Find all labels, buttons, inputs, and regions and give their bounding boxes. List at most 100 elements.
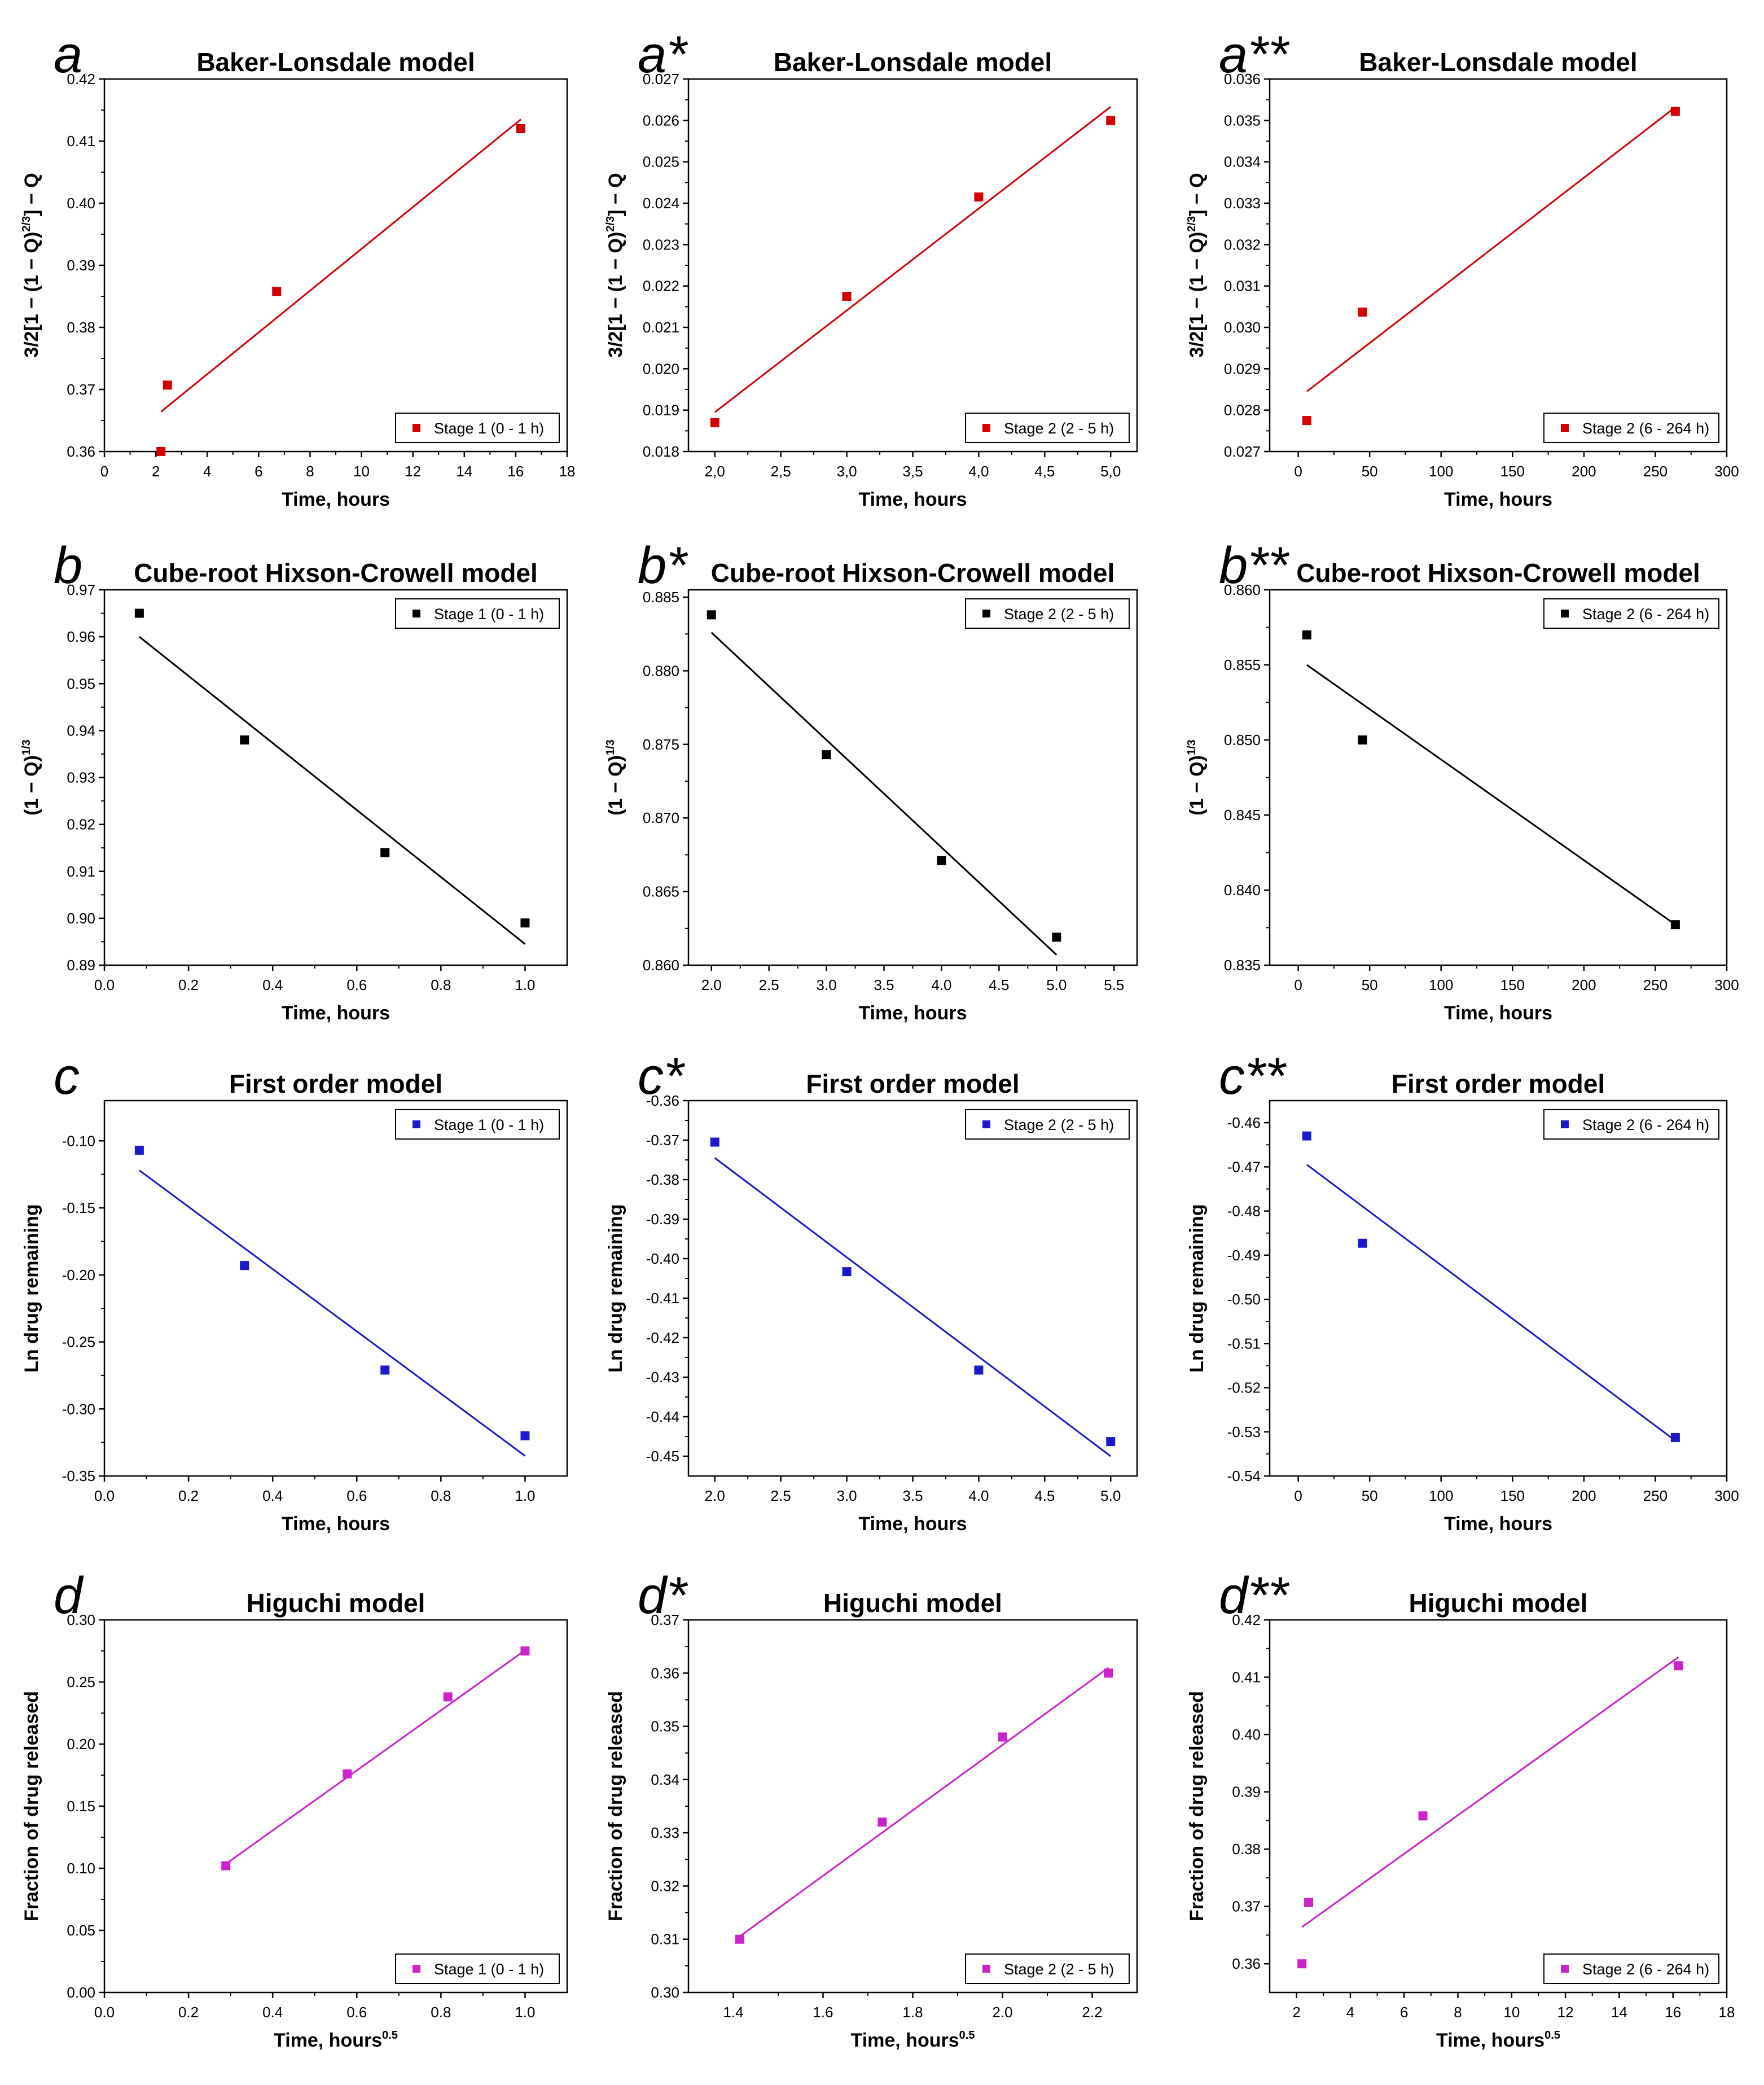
data-point	[1670, 920, 1680, 930]
fit-line	[1306, 1164, 1676, 1442]
legend-box	[1543, 1953, 1719, 1984]
legend-label: Stage 2 (6 - 264 h)	[1582, 420, 1709, 437]
plot-frame	[1269, 1100, 1728, 1477]
x-tick-label: 150	[1500, 463, 1525, 480]
y-tick-label: -0.30	[62, 1400, 95, 1417]
data-point	[707, 610, 716, 620]
x-tick-label: 0.6	[346, 976, 367, 993]
legend-marker	[1561, 1965, 1569, 1973]
data-point	[520, 1431, 530, 1440]
chart-panel-dstarstar: d** Higuchi model 2 4 6 8 10 12 14 16 18 0.36 0.37 0.…	[1186, 1567, 1735, 2051]
y-tick-label: 0.025	[643, 154, 679, 170]
y-tick-label: 0.40	[67, 195, 95, 212]
x-tick-label: 50	[1362, 976, 1378, 993]
data-point	[1418, 1811, 1428, 1821]
x-tick-label: 3.5	[902, 1487, 923, 1504]
fit-line	[714, 1157, 1112, 1457]
y-tick-label: 0.30	[67, 1611, 95, 1628]
legend-box	[1543, 1109, 1719, 1140]
data-point	[1106, 1437, 1116, 1447]
fit-line	[1306, 106, 1676, 392]
y-tick-label: 0.10	[67, 1860, 95, 1877]
data-point	[1358, 1238, 1367, 1248]
legend: Stage 1 (0 - 1 h)	[395, 598, 560, 629]
data-point	[842, 292, 852, 301]
panel-letter: d**	[1219, 1567, 1290, 1624]
x-tick-label: 16	[507, 463, 524, 480]
x-tick-label: 4.5	[1034, 1487, 1055, 1504]
y-tick-label: 0.845	[1224, 807, 1261, 824]
data-point	[1302, 416, 1311, 425]
legend-box	[965, 1953, 1130, 1984]
y-tick-label: 0.36	[651, 1665, 679, 1681]
data-point	[1297, 1959, 1307, 1969]
fit-line	[739, 1667, 1109, 1938]
x-tick-label: 5.0	[1100, 1487, 1121, 1504]
legend-marker	[1561, 610, 1569, 617]
x-tick-label: 18	[1719, 2004, 1735, 2021]
x-tick-label: 250	[1643, 976, 1668, 993]
data-point	[937, 856, 946, 865]
y-axis-label: Ln drug remaining	[1186, 1204, 1208, 1372]
x-axis-label: Time, hours0.5	[274, 2029, 398, 2051]
y-tick-label: 0.036	[1224, 71, 1261, 87]
x-tick-label: 0	[100, 463, 108, 480]
x-tick-label: 2	[1292, 2004, 1300, 2021]
y-tick-label: 0.031	[1224, 278, 1261, 295]
x-tick-label: 4.0	[968, 1487, 989, 1504]
panel-letter: b*	[638, 537, 688, 594]
x-tick-label: 1.4	[723, 2004, 743, 2021]
y-tick-label: -0.43	[646, 1369, 679, 1386]
chart-title: Baker-Lonsdale model	[196, 47, 475, 77]
legend-label: Stage 2 (2 - 5 h)	[1004, 420, 1114, 437]
y-tick-label: 0.033	[1224, 195, 1261, 212]
panel-letter: b**	[1219, 537, 1290, 594]
panel-letter: c*	[638, 1048, 686, 1105]
y-tick-label: -0.46	[1227, 1114, 1261, 1131]
y-tick-label: 0.36	[67, 443, 95, 460]
y-tick-label: 0.028	[1224, 402, 1261, 419]
y-axis-label: 3/2[1 − (1 − Q)2/3] − Q	[1186, 173, 1208, 357]
chart-panel-cstar: c* First order model 2.0 2.5 3.0 3.5 4.0 4.5 5.0…	[605, 1048, 1138, 1535]
plot-frame	[1269, 1619, 1728, 1994]
x-tick-label: 300	[1714, 463, 1739, 480]
legend-label: Stage 1 (0 - 1 h)	[434, 420, 544, 437]
x-tick-label: 100	[1429, 1487, 1453, 1504]
x-tick-label: 0.0	[94, 1487, 115, 1504]
legend-label: Stage 1 (0 - 1 h)	[434, 1116, 544, 1133]
chart-panel-dstar: d* Higuchi model 1.4 1.6 1.8 2.0 2.2 0.30 0.31 0.…	[605, 1567, 1138, 2051]
legend: Stage 2 (2 - 5 h)	[965, 1109, 1130, 1140]
x-axis-label: Time, hours	[858, 1513, 967, 1535]
x-tick-label: 0.2	[178, 1487, 199, 1504]
y-tick-label: 0.027	[643, 71, 679, 87]
legend-marker	[982, 424, 990, 432]
legend-marker	[1561, 1120, 1569, 1128]
legend-label: Stage 2 (2 - 5 h)	[1004, 1961, 1114, 1978]
legend-marker	[413, 424, 420, 432]
y-axis-label: Fraction of drug released	[1186, 1691, 1208, 1921]
data-point	[842, 1267, 852, 1277]
chart-title: First order model	[806, 1069, 1019, 1098]
panel-letter: c	[54, 1048, 80, 1105]
x-tick-label: 50	[1362, 1487, 1378, 1504]
x-tick-label: 2.0	[992, 2004, 1012, 2021]
fit-line	[160, 119, 521, 413]
y-tick-label: 0.840	[1224, 882, 1261, 899]
y-tick-label: 0.860	[1224, 581, 1261, 598]
panel-letter: a*	[638, 26, 688, 84]
y-tick-label: 0.029	[1224, 360, 1261, 377]
legend-box	[1543, 413, 1719, 443]
x-axis-label: Time, hours	[858, 489, 967, 510]
data-point	[1052, 932, 1061, 942]
plot-frame	[687, 1100, 1138, 1477]
panel-letter: d*	[638, 1567, 688, 1624]
y-tick-label: 0.855	[1224, 656, 1261, 673]
chart-panel-d: d Higuchi model 0.0 0.2 0.4 0.6 0.8 1.0 0.00 0.05…	[21, 1567, 568, 2051]
chart-title: Higuchi model	[823, 1588, 1002, 1618]
chart-title: Baker-Lonsdale model	[1359, 47, 1637, 77]
legend-label: Stage 2 (2 - 5 h)	[1004, 606, 1114, 623]
x-tick-label: 0.0	[94, 976, 115, 993]
panel-letter: d	[54, 1567, 84, 1624]
legend-label: Stage 1 (0 - 1 h)	[434, 1961, 544, 1978]
y-tick-label: 0.39	[67, 257, 95, 274]
